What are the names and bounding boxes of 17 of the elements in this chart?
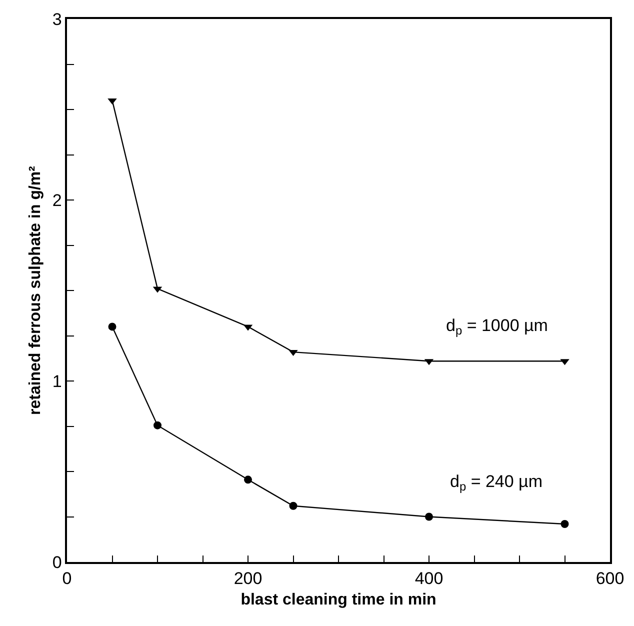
y-axis-title: retained ferrous sulphate in g/m²: [26, 166, 44, 415]
series-label: d$_{p}$ = 1000 µm: [446, 316, 548, 338]
y-tick-label: 1: [52, 372, 62, 391]
point: [425, 512, 433, 521]
y-tick-label: 2: [52, 190, 62, 210]
point: [108, 322, 116, 331]
x-tick-label: 200: [234, 569, 262, 588]
point: [560, 520, 569, 528]
series-label: d$_{p}$ = 240 µm: [450, 472, 543, 494]
x-tick-label: 400: [414, 569, 444, 588]
point: [289, 502, 298, 510]
point: [244, 476, 252, 484]
x-tick-label: 600: [596, 569, 624, 588]
point: [154, 421, 162, 430]
y-tick-label: 0: [52, 552, 62, 572]
x-axis-title: blast cleaning time in min: [240, 591, 436, 608]
y-tick-label: 3: [52, 10, 62, 29]
